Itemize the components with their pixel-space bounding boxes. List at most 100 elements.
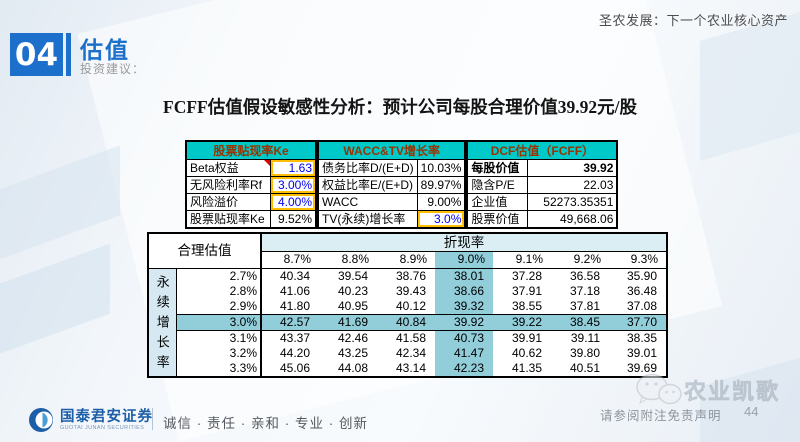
- section-divider-bar: [66, 33, 71, 76]
- sensitivity-value: 38.45: [551, 313, 609, 331]
- dcf-table-header: DCF估值（FCFF）: [466, 140, 618, 160]
- sensitivity-value: 37.91: [493, 283, 551, 299]
- valuation-tables: 股票贴现率Ke Beta权益 1.63 无风险利率Rf 3.00% 风险溢价 4.00% 股…: [185, 140, 619, 229]
- sensitivity-value: 39.43: [377, 283, 435, 299]
- watermark-text: 农业凯歌: [684, 379, 781, 405]
- ke-table-header: 股票贴现率Ke: [185, 140, 317, 160]
- ke-row-value: 3.00%: [269, 176, 317, 194]
- discount-rate-header: 8.8%: [319, 251, 377, 269]
- sensitivity-value: 37.81: [551, 298, 609, 314]
- sensitivity-value: 42.34: [377, 345, 435, 361]
- wacc-table: WACC&TV增长率 债务比率D/(E+D) 10.03% 权益比率E/(E+D) 8…: [317, 140, 467, 229]
- sensitivity-value: 39.32: [435, 298, 493, 314]
- sensitivity-value: 38.76: [377, 268, 435, 284]
- wacc-row-value: 89.97%: [416, 176, 466, 194]
- disclaimer-text: 请参阅附注免责声明: [600, 409, 722, 423]
- brand-name-cn: 国泰君安证券: [60, 408, 153, 425]
- sensitivity-value: 39.91: [493, 330, 551, 346]
- ke-table: 股票贴现率Ke Beta权益 1.63 无风险利率Rf 3.00% 风险溢价 4.00% 股…: [185, 140, 317, 229]
- sensitivity-value: 40.34: [261, 268, 319, 284]
- sensitivity-value: 36.58: [551, 268, 609, 284]
- sensitivity-value: 42.23: [435, 360, 493, 377]
- discount-rate-header: 9.2%: [551, 251, 609, 269]
- wacc-row-value: 9.00%: [416, 193, 466, 211]
- page-title: FCFF估值假设敏感性分析：预计公司每股合理价值39.92元/股: [163, 97, 637, 117]
- sensitivity-value: 35.90: [609, 268, 667, 284]
- section-title: 估值: [80, 37, 130, 63]
- sensitivity-value: 39.69: [609, 360, 667, 377]
- wacc-row-label: 债务比率D/(E+D): [317, 159, 418, 177]
- discount-rate-header: 9.1%: [493, 251, 551, 269]
- sensitivity-value: 40.12: [377, 298, 435, 314]
- brand-logo-block: 国泰君安证券 GUOTAI JUNAN SECURITIES: [28, 407, 153, 433]
- wacc-row-label: TV(永续)增长率: [317, 210, 418, 229]
- comment-marker-icon: [263, 160, 270, 166]
- brand-slogan: 诚信 · 责任 · 亲和 · 专业 · 创新: [163, 416, 368, 431]
- discount-rate-header: 8.9%: [377, 251, 435, 269]
- wechat-icon: [636, 373, 682, 405]
- sensitivity-value: 41.80: [261, 298, 319, 314]
- sensitivity-value: 38.35: [609, 330, 667, 346]
- sensitivity-value: 42.46: [319, 330, 377, 346]
- sensitivity-value: 41.69: [319, 313, 377, 331]
- wacc-table-header: WACC&TV增长率: [317, 140, 466, 160]
- footer-divider: [152, 408, 153, 430]
- ke-row-value: 1.63: [269, 159, 317, 177]
- sensitivity-value: 43.14: [377, 360, 435, 377]
- section-number-badge: 04: [10, 33, 63, 76]
- background-shape: [0, 243, 110, 387]
- document-title: 圣农发展：下一个农业核心资产: [598, 13, 788, 28]
- wacc-row-value: 3.0%: [416, 210, 466, 229]
- dcf-row-label: 企业值: [466, 193, 528, 211]
- sensitivity-value: 41.58: [377, 330, 435, 346]
- sensitivity-value: 40.62: [493, 345, 551, 361]
- dcf-row-value: 39.92: [526, 159, 618, 177]
- sensitivity-value: 39.22: [493, 313, 551, 331]
- sensitivity-value: 41.35: [493, 360, 551, 377]
- sensitivity-value: 40.51: [551, 360, 609, 377]
- sensitivity-corner-label: 合理估值: [148, 233, 262, 269]
- wacc-row-label: WACC: [317, 193, 418, 211]
- dcf-row-value: 22.03: [526, 176, 618, 194]
- sensitivity-value: 39.92: [435, 313, 493, 331]
- growth-rate-header: 3.0%: [176, 313, 262, 331]
- sensitivity-value: 41.06: [261, 283, 319, 299]
- watermark: 农业凯歌: [632, 372, 780, 408]
- ke-row-label: 股票贴现率Ke: [185, 210, 271, 229]
- background-shape: [0, 145, 120, 285]
- sensitivity-value: 39.54: [319, 268, 377, 284]
- sensitivity-value: 40.84: [377, 313, 435, 331]
- sensitivity-value: 40.73: [435, 330, 493, 346]
- sensitivity-value: 39.01: [609, 345, 667, 361]
- discount-rate-header: 8.7%: [261, 251, 319, 269]
- growth-rate-header: 2.7%: [176, 268, 262, 284]
- growth-rate-group-label: 永续增长率: [148, 268, 177, 377]
- dcf-row-label: 每股价值: [466, 159, 528, 177]
- sensitivity-value: 44.08: [319, 360, 377, 377]
- growth-rate-header: 3.1%: [176, 330, 262, 346]
- sensitivity-value: 41.47: [435, 345, 493, 361]
- dcf-row-value: 49,668.06: [526, 210, 618, 229]
- ke-row-value: 4.00%: [269, 193, 317, 211]
- discount-rate-header: 9.3%: [609, 251, 667, 269]
- sensitivity-value: 36.48: [609, 283, 667, 299]
- dcf-table: DCF估值（FCFF） 每股价值 39.92 隐含P/E 22.03 企业值 52273.…: [466, 140, 619, 229]
- wacc-row-label: 权益比率E/(E+D): [317, 176, 418, 194]
- wacc-row-value: 10.03%: [416, 159, 466, 177]
- dcf-row-value: 52273.35351: [526, 193, 618, 211]
- sensitivity-value: 37.08: [609, 298, 667, 314]
- growth-rate-header: 3.3%: [176, 360, 262, 377]
- sensitivity-value: 44.20: [261, 345, 319, 361]
- section-subtitle: 投资建议：: [80, 62, 146, 76]
- sensitivity-value: 45.06: [261, 360, 319, 377]
- dcf-row-label: 股票价值: [466, 210, 528, 229]
- discount-rate-group-label: 折现率: [261, 233, 667, 252]
- ke-row-label: 无风险利率Rf: [185, 176, 271, 194]
- sensitivity-value: 42.57: [261, 313, 319, 331]
- sensitivity-value: 38.55: [493, 298, 551, 314]
- sensitivity-value: 38.66: [435, 283, 493, 299]
- brand-name-en: GUOTAI JUNAN SECURITIES: [60, 424, 145, 431]
- ke-row-label: Beta权益: [185, 159, 271, 177]
- sensitivity-value: 43.25: [319, 345, 377, 361]
